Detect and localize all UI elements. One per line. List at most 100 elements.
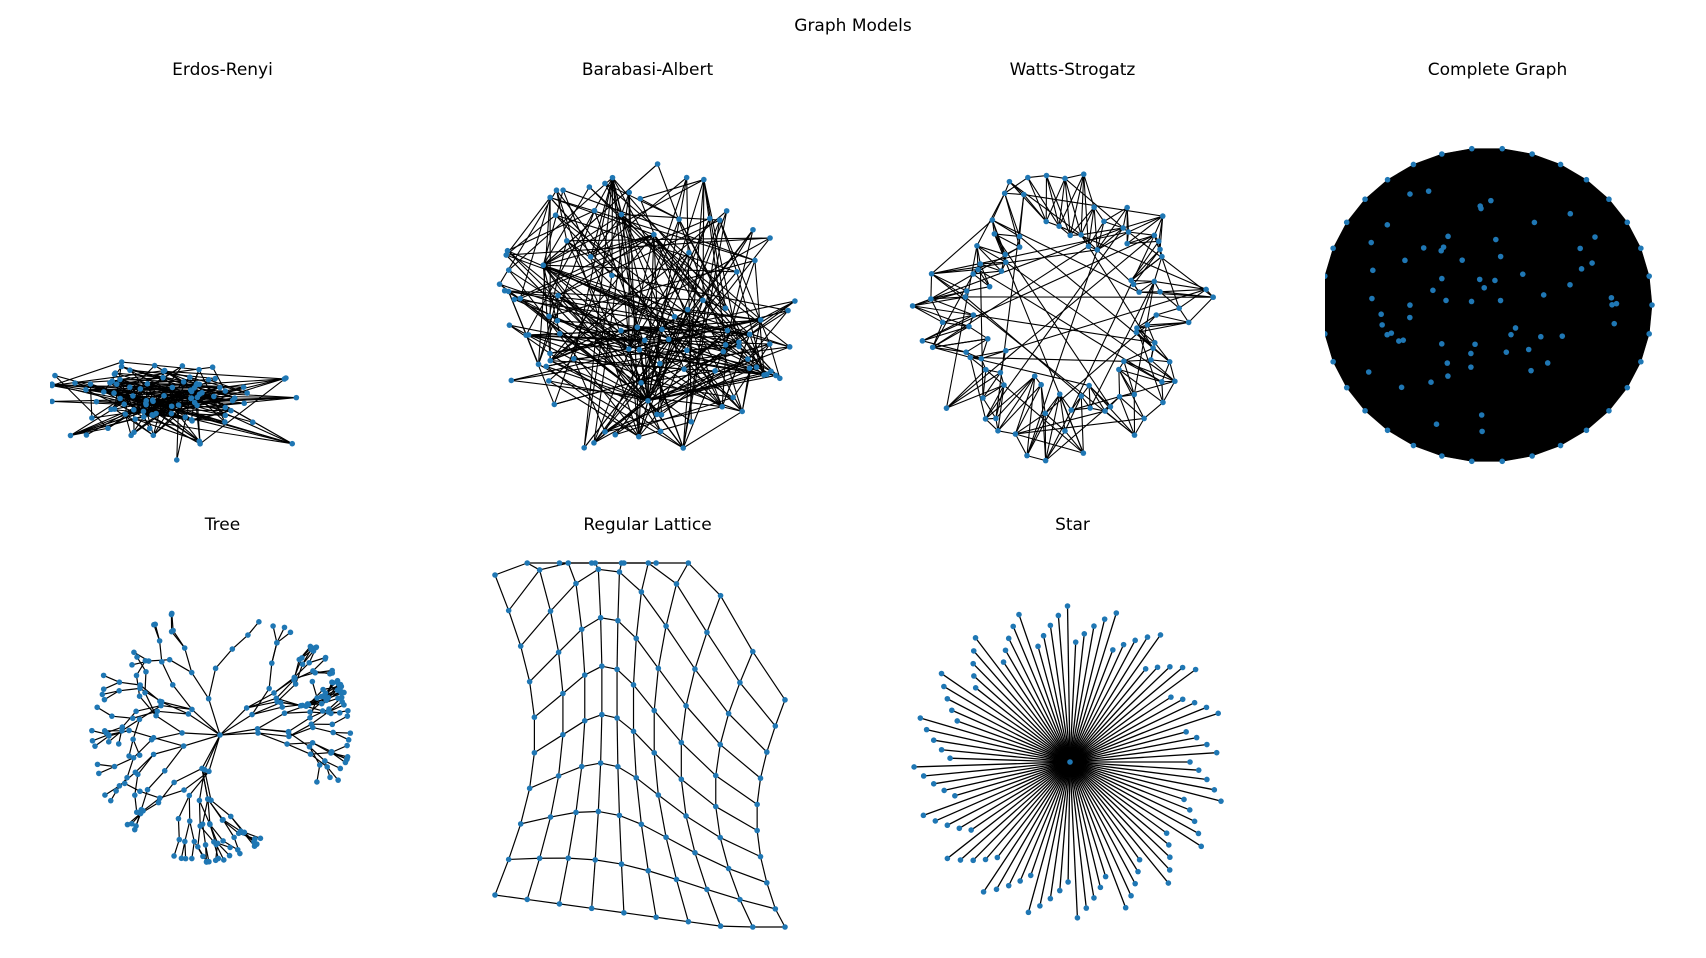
node xyxy=(188,669,195,676)
node xyxy=(1135,868,1141,875)
graph-regular-lattice xyxy=(492,560,788,930)
edge xyxy=(997,430,1016,435)
node xyxy=(1525,346,1532,353)
node xyxy=(199,389,205,396)
node xyxy=(1508,331,1514,338)
edge xyxy=(542,163,658,266)
edge xyxy=(588,186,704,301)
edge xyxy=(1059,393,1072,411)
edge xyxy=(720,925,753,928)
node xyxy=(117,395,123,402)
edge xyxy=(332,731,349,741)
edge xyxy=(231,634,249,650)
edge xyxy=(153,737,184,747)
edge xyxy=(759,856,768,883)
node xyxy=(178,855,185,862)
edge xyxy=(647,346,790,402)
edge xyxy=(1064,178,1071,236)
node xyxy=(957,857,964,863)
node xyxy=(764,371,770,378)
edge xyxy=(556,295,559,321)
edge xyxy=(1365,164,1561,200)
node xyxy=(546,313,552,320)
edge xyxy=(932,346,971,358)
node xyxy=(249,711,255,718)
node xyxy=(508,377,515,384)
edge xyxy=(1471,199,1610,462)
edge xyxy=(1069,743,1207,763)
edge xyxy=(706,632,741,683)
node xyxy=(140,414,147,420)
edge xyxy=(511,341,740,381)
node xyxy=(636,346,643,353)
node xyxy=(1459,257,1465,263)
nodes xyxy=(496,161,798,451)
edge xyxy=(219,728,258,736)
edge xyxy=(494,859,510,896)
node xyxy=(1583,427,1590,434)
edge xyxy=(976,245,1006,256)
edge xyxy=(675,562,689,585)
nodes xyxy=(492,560,788,930)
edge xyxy=(659,346,790,365)
edge xyxy=(611,274,789,312)
edge xyxy=(144,671,147,693)
edges xyxy=(912,173,1214,462)
node xyxy=(1078,231,1084,238)
node xyxy=(588,905,595,912)
edge xyxy=(931,249,1098,275)
nodes xyxy=(911,603,1224,921)
node xyxy=(313,644,320,650)
node xyxy=(179,363,186,369)
node xyxy=(138,806,145,813)
edge xyxy=(152,398,192,436)
node xyxy=(616,569,623,575)
edge xyxy=(171,377,287,407)
edge xyxy=(184,647,193,673)
node xyxy=(1499,145,1506,152)
node xyxy=(730,394,736,401)
edge xyxy=(124,414,132,436)
edge xyxy=(694,632,708,670)
node xyxy=(1047,895,1054,902)
edge xyxy=(1088,221,1105,247)
edge xyxy=(1012,626,1071,763)
edge xyxy=(1346,222,1641,249)
edge xyxy=(975,637,1071,763)
node xyxy=(1121,358,1127,365)
edge xyxy=(164,745,185,772)
edge xyxy=(657,626,667,669)
node xyxy=(928,296,934,302)
edge xyxy=(946,761,1071,859)
edge xyxy=(1325,276,1414,446)
edge xyxy=(133,409,231,412)
node xyxy=(618,560,625,566)
node xyxy=(1638,358,1644,365)
edge xyxy=(1332,148,1472,249)
edge xyxy=(159,789,185,799)
edge xyxy=(1128,215,1163,233)
node xyxy=(137,788,143,795)
edge xyxy=(121,718,140,732)
node xyxy=(50,398,55,405)
node xyxy=(72,380,78,386)
edge xyxy=(1471,164,1561,462)
node xyxy=(1611,320,1618,327)
node xyxy=(602,429,608,435)
node xyxy=(1365,369,1372,375)
edge xyxy=(1346,387,1533,457)
edge xyxy=(1441,387,1628,457)
node xyxy=(966,323,972,330)
node xyxy=(1064,603,1071,609)
edge xyxy=(1332,361,1503,462)
edge xyxy=(327,683,339,698)
edge xyxy=(725,300,796,346)
edge xyxy=(975,687,1071,763)
node xyxy=(1065,879,1071,885)
node xyxy=(722,305,729,311)
node xyxy=(1488,197,1494,204)
graph-watts-strogatz xyxy=(909,171,1216,464)
edge xyxy=(912,305,970,328)
edge xyxy=(197,825,201,847)
node xyxy=(1142,666,1149,672)
